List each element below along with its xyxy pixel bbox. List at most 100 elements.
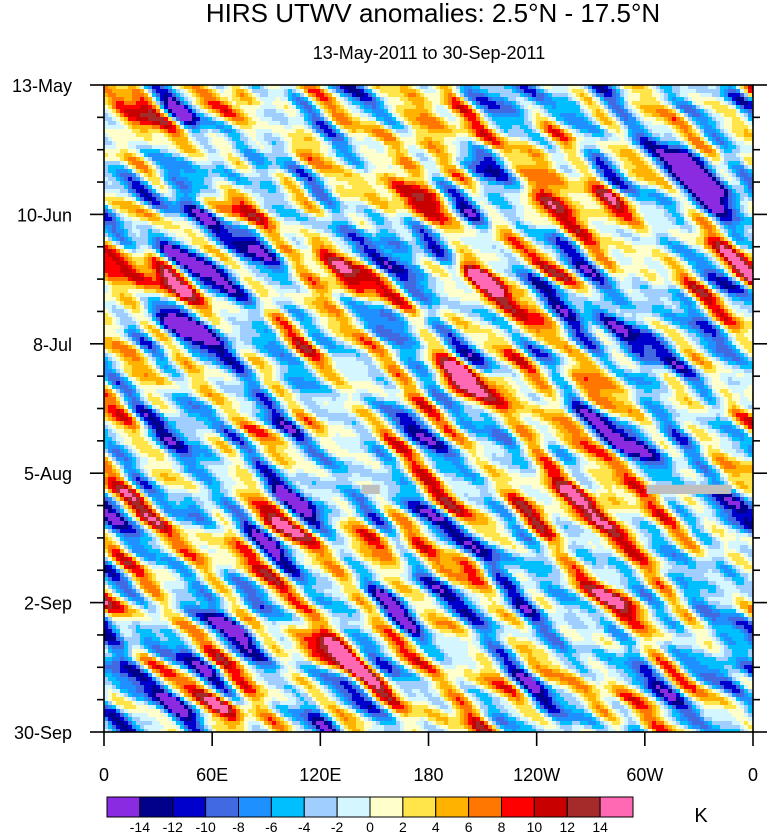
field-cell: [652, 109, 657, 114]
field-cell: [120, 125, 125, 130]
field-cell: [472, 101, 477, 106]
field-cell: [300, 125, 305, 130]
field-cell: [456, 93, 461, 98]
field-cell: [592, 105, 597, 110]
field-cell: [292, 125, 297, 130]
field-cell: [112, 121, 117, 126]
field-cell: [748, 93, 753, 98]
field-cell: [256, 105, 261, 110]
hovmoller-chart: HIRS UTWV anomalies: 2.5°N - 17.5°N 13-M…: [0, 0, 772, 834]
field-cell: [464, 93, 469, 98]
field-cell: [288, 109, 293, 114]
field-cell: [484, 101, 489, 106]
field-cell: [232, 113, 237, 118]
field-cell: [432, 125, 437, 130]
field-cell: [724, 89, 729, 94]
field-cell: [448, 93, 453, 98]
field-cell: [332, 109, 337, 114]
field-cell: [408, 105, 413, 110]
field-cell: [320, 121, 325, 126]
field-cell: [440, 113, 445, 118]
field-cell: [600, 113, 605, 118]
field-cell: [516, 121, 521, 126]
field-cell: [688, 93, 693, 98]
field-cell: [248, 117, 253, 122]
field-cell: [468, 89, 473, 94]
field-cell: [332, 93, 337, 98]
field-cell: [264, 109, 269, 114]
field-cell: [204, 101, 209, 106]
field-cell: [664, 105, 669, 110]
field-cell: [600, 93, 605, 98]
field-cell: [324, 101, 329, 106]
field-cell: [344, 105, 349, 110]
field-cell: [288, 101, 293, 106]
field-cell: [448, 113, 453, 118]
field-cell: [600, 117, 605, 122]
field-cell: [240, 89, 245, 94]
field-cell: [216, 105, 221, 110]
field-cell: [376, 125, 381, 130]
field-cell: [680, 89, 685, 94]
field-cell: [248, 113, 253, 118]
field-cell: [472, 125, 477, 130]
field-cell: [744, 93, 749, 98]
field-cell: [584, 113, 589, 118]
field-cell: [172, 97, 177, 102]
field-cell: [296, 89, 301, 94]
field-cell: [664, 97, 669, 102]
field-cell: [496, 121, 501, 126]
field-cell: [516, 109, 521, 114]
field-cell: [180, 117, 185, 122]
field-cell: [160, 117, 165, 122]
field-cell: [168, 101, 173, 106]
field-cell: [424, 121, 429, 126]
field-cell: [184, 125, 189, 130]
field-cell: [112, 109, 117, 114]
field-cell: [236, 105, 241, 110]
field-cell: [312, 93, 317, 98]
field-cell: [388, 97, 393, 102]
field-cell: [708, 101, 713, 106]
field-cell: [620, 93, 625, 98]
field-cell: [720, 101, 725, 106]
field-cell: [520, 121, 525, 126]
field-cell: [220, 113, 225, 118]
field-cell: [300, 113, 305, 118]
field-cell: [580, 113, 585, 118]
field-cell: [432, 117, 437, 122]
field-cell: [592, 89, 597, 94]
field-cell: [144, 101, 149, 106]
field-cell: [632, 109, 637, 114]
field-cell: [220, 101, 225, 106]
field-cell: [192, 113, 197, 118]
field-cell: [628, 97, 633, 102]
field-cell: [668, 105, 673, 110]
field-cell: [596, 117, 601, 122]
field-cell: [276, 105, 281, 110]
field-cell: [120, 117, 125, 122]
field-cell: [512, 93, 517, 98]
field-cell: [632, 113, 637, 118]
field-cell: [504, 117, 509, 122]
field-cell: [364, 117, 369, 122]
field-cell: [640, 113, 645, 118]
field-cell: [560, 89, 565, 94]
field-cell: [428, 105, 433, 110]
field-cell: [540, 101, 545, 106]
field-cell: [736, 93, 741, 98]
field-cell: [476, 113, 481, 118]
field-cell: [216, 113, 221, 118]
field-cell: [404, 109, 409, 114]
field-cell: [348, 113, 353, 118]
field-cell: [124, 101, 129, 106]
field-cell: [432, 97, 437, 102]
field-cell: [476, 117, 481, 122]
field-cell: [580, 117, 585, 122]
field-cell: [400, 101, 405, 106]
field-cell: [668, 109, 673, 114]
field-cell: [292, 97, 297, 102]
field-cell: [252, 93, 257, 98]
field-cell: [336, 97, 341, 102]
field-cell: [140, 93, 145, 98]
